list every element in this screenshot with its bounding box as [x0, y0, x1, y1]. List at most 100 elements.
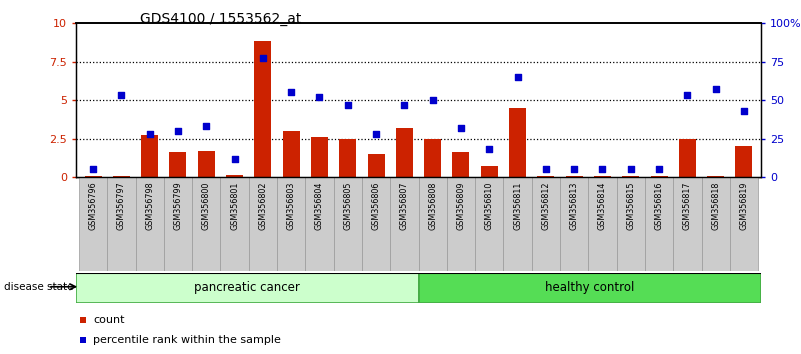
Bar — [650, 176, 667, 177]
Point — [426, 97, 439, 103]
Text: GSM356813: GSM356813 — [570, 182, 578, 230]
Bar — [340, 138, 356, 177]
Point — [200, 123, 213, 129]
Bar — [537, 176, 554, 177]
Text: disease state: disease state — [4, 282, 74, 292]
Text: GDS4100 / 1553562_at: GDS4100 / 1553562_at — [140, 12, 301, 27]
Bar — [107, 177, 135, 271]
Point — [313, 94, 326, 100]
Point — [539, 166, 552, 172]
Point — [709, 86, 722, 92]
Bar — [622, 176, 639, 177]
Bar — [226, 176, 243, 177]
Text: GSM356796: GSM356796 — [89, 182, 98, 230]
Text: GSM356812: GSM356812 — [541, 182, 550, 230]
Bar — [425, 138, 441, 177]
Bar — [396, 128, 413, 177]
Bar — [220, 177, 249, 271]
Point — [256, 56, 269, 61]
Text: GSM356810: GSM356810 — [485, 182, 493, 230]
Text: GSM356816: GSM356816 — [654, 182, 663, 230]
Bar — [453, 152, 469, 177]
Point — [143, 131, 156, 137]
Bar — [481, 166, 497, 177]
Text: GSM356799: GSM356799 — [174, 182, 183, 230]
Bar — [418, 177, 447, 271]
Point — [624, 166, 637, 172]
Text: GSM356807: GSM356807 — [400, 182, 409, 230]
Bar — [503, 177, 532, 271]
Text: GSM356805: GSM356805 — [344, 182, 352, 230]
Point — [87, 166, 99, 172]
Text: percentile rank within the sample: percentile rank within the sample — [93, 335, 281, 345]
Text: count: count — [93, 315, 125, 325]
Bar — [617, 177, 645, 271]
Point — [171, 128, 184, 133]
Text: GSM356808: GSM356808 — [429, 182, 437, 230]
Text: GSM356801: GSM356801 — [230, 182, 239, 230]
Point — [341, 102, 354, 108]
Point — [653, 166, 666, 172]
Text: healthy control: healthy control — [545, 281, 634, 294]
Text: GSM356800: GSM356800 — [202, 182, 211, 230]
Bar — [277, 177, 305, 271]
Bar — [509, 108, 526, 177]
Text: GSM356804: GSM356804 — [315, 182, 324, 230]
Bar — [645, 177, 673, 271]
Bar — [594, 176, 611, 177]
Bar — [560, 177, 588, 271]
Point — [511, 74, 524, 80]
Bar — [702, 177, 730, 271]
Point — [483, 147, 496, 152]
Text: pancreatic cancer: pancreatic cancer — [195, 281, 300, 294]
Text: GSM356819: GSM356819 — [739, 182, 748, 230]
Bar — [164, 177, 192, 271]
Bar — [588, 177, 617, 271]
Point — [738, 108, 751, 114]
Bar — [170, 152, 187, 177]
Bar — [475, 177, 503, 271]
Text: GSM356802: GSM356802 — [259, 182, 268, 230]
Point — [398, 102, 411, 108]
Bar — [135, 177, 164, 271]
Bar — [566, 176, 582, 177]
Bar — [249, 177, 277, 271]
Bar — [735, 146, 752, 177]
Bar — [76, 273, 418, 303]
Point — [228, 156, 241, 161]
Point — [596, 166, 609, 172]
Bar — [730, 177, 758, 271]
Text: GSM356806: GSM356806 — [372, 182, 380, 230]
Bar — [85, 176, 102, 177]
Bar — [283, 131, 300, 177]
Bar — [447, 177, 475, 271]
Point — [285, 90, 298, 95]
Bar — [198, 151, 215, 177]
Bar — [418, 273, 761, 303]
Point — [454, 125, 467, 131]
Text: GSM356811: GSM356811 — [513, 182, 522, 230]
Bar — [79, 177, 107, 271]
Point — [115, 92, 128, 98]
Bar — [673, 177, 702, 271]
Bar — [311, 137, 328, 177]
Bar — [141, 136, 158, 177]
Bar — [707, 176, 724, 177]
Bar — [255, 41, 272, 177]
Bar — [362, 177, 390, 271]
Text: GSM356818: GSM356818 — [711, 182, 720, 230]
Bar — [113, 176, 130, 177]
Text: GSM356814: GSM356814 — [598, 182, 607, 230]
Text: GSM356797: GSM356797 — [117, 182, 126, 230]
Bar — [192, 177, 220, 271]
Point — [370, 131, 383, 137]
Text: GSM356803: GSM356803 — [287, 182, 296, 230]
Bar — [390, 177, 418, 271]
Text: GSM356798: GSM356798 — [145, 182, 154, 230]
Bar — [305, 177, 334, 271]
Point — [681, 92, 694, 98]
Bar — [532, 177, 560, 271]
Bar — [368, 154, 384, 177]
Text: GSM356809: GSM356809 — [457, 182, 465, 230]
Text: GSM356815: GSM356815 — [626, 182, 635, 230]
